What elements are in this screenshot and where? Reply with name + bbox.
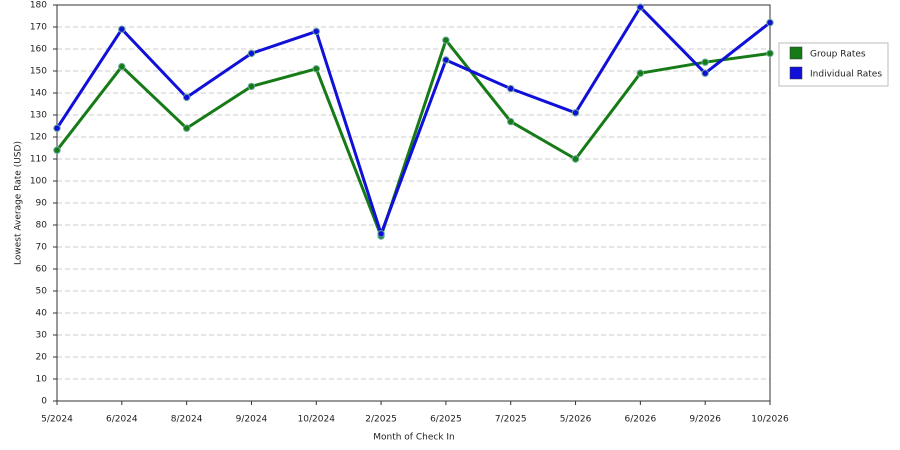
data-point xyxy=(182,124,191,132)
data-point xyxy=(312,27,320,36)
data-point xyxy=(247,82,256,91)
y-tick-label: 180 xyxy=(30,1,47,11)
data-point xyxy=(53,146,61,154)
y-tick-label: 10 xyxy=(36,375,48,385)
x-tick-label: 7/2025 xyxy=(495,415,527,425)
x-tick-label: 10/2024 xyxy=(298,415,336,425)
data-point xyxy=(312,65,320,73)
y-tick-label: 80 xyxy=(36,221,48,231)
x-tick-label: 9/2024 xyxy=(236,415,268,425)
y-tick-label: 20 xyxy=(36,353,48,363)
x-tick-label: 5/2026 xyxy=(560,415,592,425)
y-tick-label: 40 xyxy=(36,309,48,319)
y-tick-label: 120 xyxy=(30,133,47,143)
data-point xyxy=(766,18,774,27)
x-tick-label: 2/2025 xyxy=(365,415,397,425)
data-point xyxy=(701,58,709,66)
data-point xyxy=(766,49,774,58)
y-tick-label: 170 xyxy=(30,23,47,33)
series-line xyxy=(55,5,771,236)
data-point xyxy=(507,117,515,126)
x-tick-label: 6/2025 xyxy=(430,415,462,425)
data-point xyxy=(247,49,256,58)
legend-swatch xyxy=(789,66,803,80)
y-tick-label: 0 xyxy=(41,397,47,407)
y-tick-label: 100 xyxy=(30,177,47,187)
data-point xyxy=(53,124,61,132)
y-tick-label: 130 xyxy=(30,111,47,121)
y-tick-label: 150 xyxy=(30,67,47,77)
y-tick-label: 70 xyxy=(36,243,48,253)
x-tick-label: 9/2026 xyxy=(689,415,721,425)
data-point xyxy=(118,25,126,33)
x-axis-label: Month of Check In xyxy=(373,433,455,443)
y-tick-label: 60 xyxy=(36,265,48,275)
x-tick-label: 6/2026 xyxy=(625,415,657,425)
x-tick-label: 5/2024 xyxy=(41,415,73,425)
y-tick-label: 160 xyxy=(30,45,47,55)
data-point xyxy=(701,69,709,77)
data-point xyxy=(442,36,450,44)
data-point xyxy=(571,155,580,163)
y-tick-label: 50 xyxy=(36,287,48,297)
y-tick-label: 110 xyxy=(30,155,47,165)
legend-swatch xyxy=(789,46,803,60)
data-point xyxy=(507,84,515,93)
data-point xyxy=(377,230,385,238)
plot-frame xyxy=(56,4,771,402)
data-point xyxy=(182,93,191,102)
data-point xyxy=(636,3,645,11)
y-tick-label: 90 xyxy=(36,199,48,209)
data-point xyxy=(636,69,645,77)
legend-label: Group Rates xyxy=(810,50,866,60)
y-tick-label: 140 xyxy=(30,89,47,99)
x-tick-label: 8/2024 xyxy=(171,415,203,425)
x-tick-label: 10/2026 xyxy=(751,415,789,425)
y-axis-label: Lowest Average Rate (USD) xyxy=(14,141,24,265)
x-tick-label: 6/2024 xyxy=(106,415,138,425)
data-point xyxy=(571,109,580,117)
legend-label: Individual Rates xyxy=(810,70,882,80)
series-line xyxy=(55,38,771,238)
data-point xyxy=(442,56,450,64)
y-tick-label: 30 xyxy=(36,331,48,341)
data-point xyxy=(118,62,126,71)
